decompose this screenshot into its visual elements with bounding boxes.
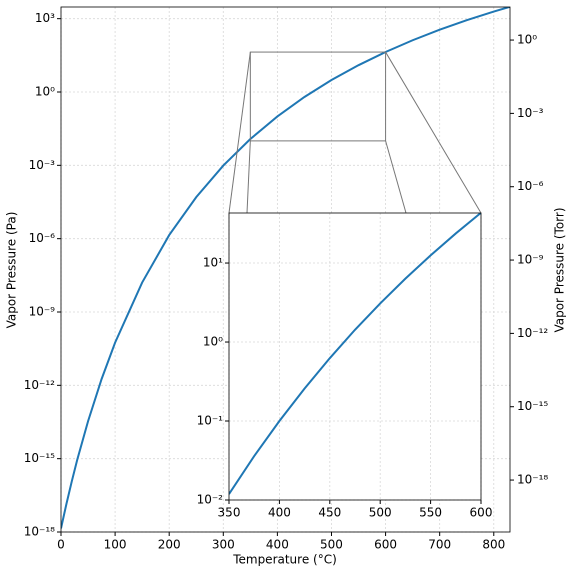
x-axis-label: Temperature (°C) [232, 553, 337, 567]
x-tick-label: 550 [419, 506, 442, 520]
zoom-connector [228, 52, 251, 214]
x-tick-label: 400 [268, 506, 291, 520]
x-tick-label: 300 [212, 538, 235, 552]
y-tick-label: 10⁻² [197, 493, 224, 507]
plot-frame [228, 212, 482, 501]
y-tick-label: 10⁻⁶ [29, 231, 56, 245]
y2-tick-label: 10⁻⁹ [517, 253, 544, 267]
y-tick-label: 10⁻¹⁵ [24, 451, 55, 465]
x-tick-label: 500 [320, 538, 343, 552]
plot-background [229, 213, 481, 500]
y-tick-label: 10⁻³ [29, 158, 56, 172]
x-tick-label: 450 [318, 506, 341, 520]
y2-tick-label: 10⁻¹⁸ [517, 473, 548, 487]
y2-tick-label: 10⁻³ [517, 106, 544, 120]
zoom-connector [246, 140, 251, 214]
y2-axis-label: Vapor Pressure (Torr) [553, 207, 567, 332]
y2-tick-label: 10⁻¹² [517, 326, 548, 340]
x-tick-label: 600 [470, 506, 493, 520]
zoom-connector [385, 51, 482, 214]
y-tick-label: 10¹ [203, 256, 223, 270]
x-tick-label: 100 [104, 538, 127, 552]
zoom-region [249, 51, 387, 142]
y-tick-label: 10⁻¹² [24, 378, 55, 392]
y-tick-label: 10³ [35, 11, 55, 25]
zoom-connector [385, 140, 407, 214]
y-tick-label: 10⁻¹ [197, 414, 224, 428]
x-tick-label: 400 [266, 538, 289, 552]
y-tick-label: 10⁻¹⁸ [24, 525, 55, 539]
y-axis-label: Vapor Pressure (Pa) [5, 212, 19, 329]
y2-tick-label: 10⁰ [517, 33, 537, 47]
x-tick-label: 200 [158, 538, 181, 552]
x-tick-label: 350 [218, 506, 241, 520]
x-tick-label: 800 [482, 538, 505, 552]
y2-tick-label: 10⁻¹⁵ [517, 399, 548, 413]
x-tick-label: 700 [428, 538, 451, 552]
y-tick-label: 10⁰ [35, 84, 55, 98]
plot-frame [60, 6, 511, 533]
x-tick-label: 0 [57, 538, 65, 552]
data-line [229, 213, 481, 495]
y-tick-label: 10⁻⁹ [29, 304, 56, 318]
x-tick-label: 600 [374, 538, 397, 552]
y2-tick-label: 10⁻⁶ [517, 179, 544, 193]
y-tick-label: 10⁰ [203, 335, 223, 349]
x-tick-label: 500 [369, 506, 392, 520]
